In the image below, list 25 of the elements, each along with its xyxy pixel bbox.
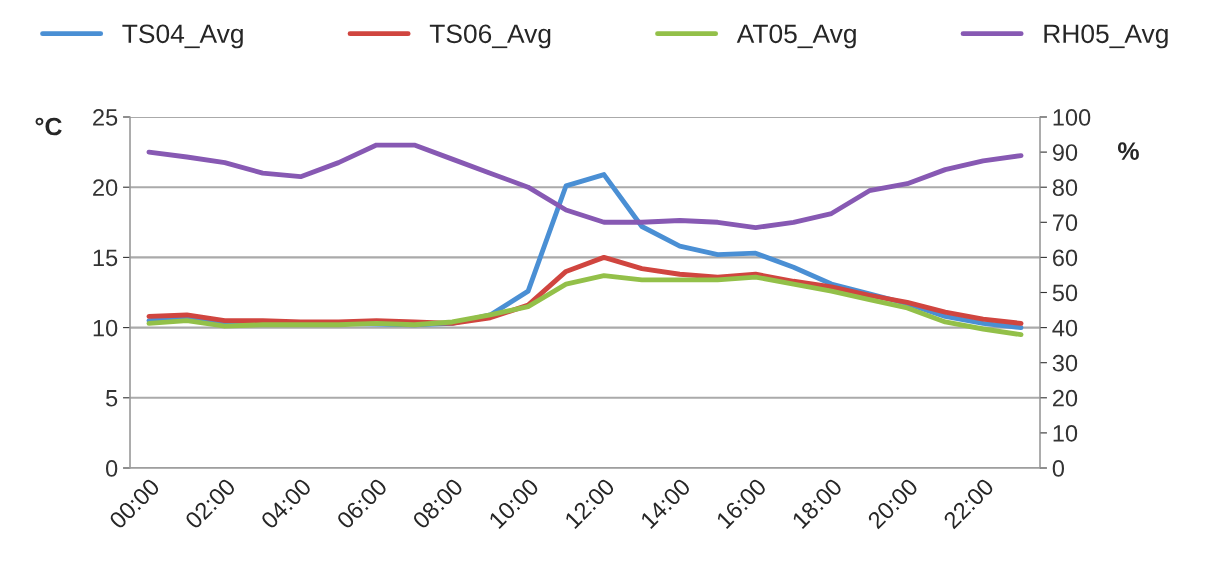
y2-tick-label: 40	[1052, 319, 1078, 337]
y-tick-label: 15	[93, 249, 118, 267]
y-tick-label: 5	[106, 390, 118, 407]
y2-tick-label: 100	[1053, 109, 1091, 126]
y2-tick-label: 80	[1052, 179, 1078, 196]
y2-tick-label: 30	[1052, 354, 1078, 372]
y-tick-label: 25	[93, 109, 118, 126]
line-series	[146, 273, 1024, 338]
line-series	[146, 142, 1024, 230]
y2-tick-label: 60	[1053, 249, 1078, 267]
y-tick-label: 10	[93, 319, 118, 337]
y-axis-title: °C	[35, 117, 62, 136]
legend-label: RH05_Avg	[1044, 24, 1168, 49]
y-tick-label: 20	[93, 179, 118, 196]
y2-tick-label: 20	[1052, 389, 1078, 407]
legend-label: TS04_Avg	[122, 24, 243, 49]
y2-tick-label: 70	[1053, 214, 1078, 232]
y2-tick-label: 0	[1052, 460, 1065, 477]
legend-label: AT05_Avg	[736, 24, 856, 49]
legend-label: TS06_Avg	[429, 24, 551, 49]
y2-tick-label: 90	[1052, 144, 1078, 161]
y2-axis-title: %	[1117, 142, 1139, 160]
y2-tick-label: 10	[1053, 424, 1078, 442]
y-tick-label: 0	[105, 460, 118, 477]
y2-tick-label: 50	[1052, 284, 1078, 302]
